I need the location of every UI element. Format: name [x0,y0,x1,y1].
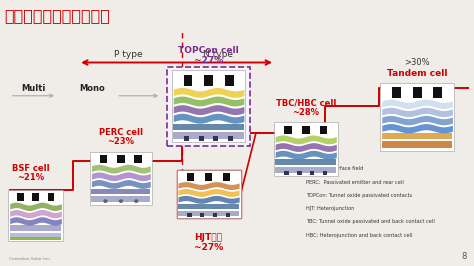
Text: ~21%: ~21% [17,173,45,182]
Text: N-type Si: N-type Si [194,205,223,210]
Bar [90,152,152,205]
Text: ~27%: ~27% [194,56,223,65]
Ellipse shape [118,199,123,203]
Text: TBC: Tunnel oxide passivated and back contact cell: TBC: Tunnel oxide passivated and back co… [306,219,435,225]
Text: BSF: Back surface field: BSF: Back surface field [306,166,363,171]
Bar [213,214,217,217]
Bar [187,214,191,217]
Ellipse shape [103,199,108,203]
Text: PERC cell: PERC cell [99,128,143,137]
Bar [382,142,452,148]
Bar [297,171,301,175]
Bar [228,135,233,141]
Text: HJT: Heterojunction: HJT: Heterojunction [306,206,354,211]
Text: N type: N type [203,49,233,59]
Text: ~28%: ~28% [292,108,319,117]
Bar [213,135,219,141]
Bar [9,237,62,240]
Text: BSF cell: BSF cell [12,164,50,173]
Bar [100,155,107,163]
Bar [199,135,204,141]
Bar [284,171,289,175]
Bar [32,193,39,201]
Text: N/P-type Si: N/P-type Si [289,160,323,165]
Bar [17,193,24,201]
Bar [173,124,244,130]
Bar [176,170,241,218]
Text: TOPCon cell: TOPCon cell [178,46,239,55]
Bar [226,214,230,217]
Bar [91,189,150,194]
Bar [172,70,245,142]
Text: Canadian Solar Inc.: Canadian Solar Inc. [9,257,52,261]
Text: P-type Si: P-type Si [109,189,133,194]
Bar [413,87,421,98]
Text: Multi: Multi [21,84,46,93]
Bar [323,171,327,175]
Text: ~27%: ~27% [194,243,223,252]
Bar [275,167,336,173]
Bar [173,132,244,139]
Text: Tandem cell: Tandem cell [387,69,447,78]
Bar [392,87,401,98]
Text: N/P-type Si: N/P-type Si [191,123,226,128]
Bar [9,226,62,231]
Bar [204,75,213,86]
Text: HJT电池: HJT电池 [194,233,223,242]
Bar [382,133,452,139]
Bar [225,75,234,86]
Text: P type: P type [114,49,142,59]
Bar [178,211,239,216]
Bar [223,173,230,181]
Text: ~23%: ~23% [108,137,134,146]
Bar [433,87,442,98]
Bar [187,173,194,181]
Bar [274,122,337,176]
Text: PERC:  Passivated emitter and rear cell: PERC: Passivated emitter and rear cell [306,180,403,185]
Text: TBC/HBC cell: TBC/HBC cell [275,99,336,108]
Bar [183,75,192,86]
Bar [47,193,54,201]
Bar [310,171,314,175]
Bar [380,83,454,151]
Text: Mono: Mono [80,84,105,93]
Text: TOPCon: Tunnel oxide passivated contacts: TOPCon: Tunnel oxide passivated contacts [306,193,412,198]
FancyBboxPatch shape [167,66,250,146]
Text: N-type Si: N-type Si [403,132,431,137]
Bar [91,196,150,202]
Text: 8: 8 [462,252,467,261]
Bar [184,135,189,141]
Bar [320,126,328,134]
Bar [117,155,125,163]
Text: 太阳能电池技术发展趋势: 太阳能电池技术发展趋势 [5,8,110,23]
Bar [9,233,62,238]
Bar [176,170,241,218]
Bar [302,126,310,134]
Bar [275,160,336,165]
Bar [135,155,142,163]
Bar [200,214,204,217]
Bar [284,126,292,134]
Bar [8,190,63,241]
Ellipse shape [134,199,138,203]
Text: >30%: >30% [404,58,430,67]
Bar [205,173,212,181]
Text: HBC: Heterojunction and back contact cell: HBC: Heterojunction and back contact cel… [306,233,412,238]
Text: P-type Si: P-type Si [24,229,47,234]
Bar [178,204,239,209]
